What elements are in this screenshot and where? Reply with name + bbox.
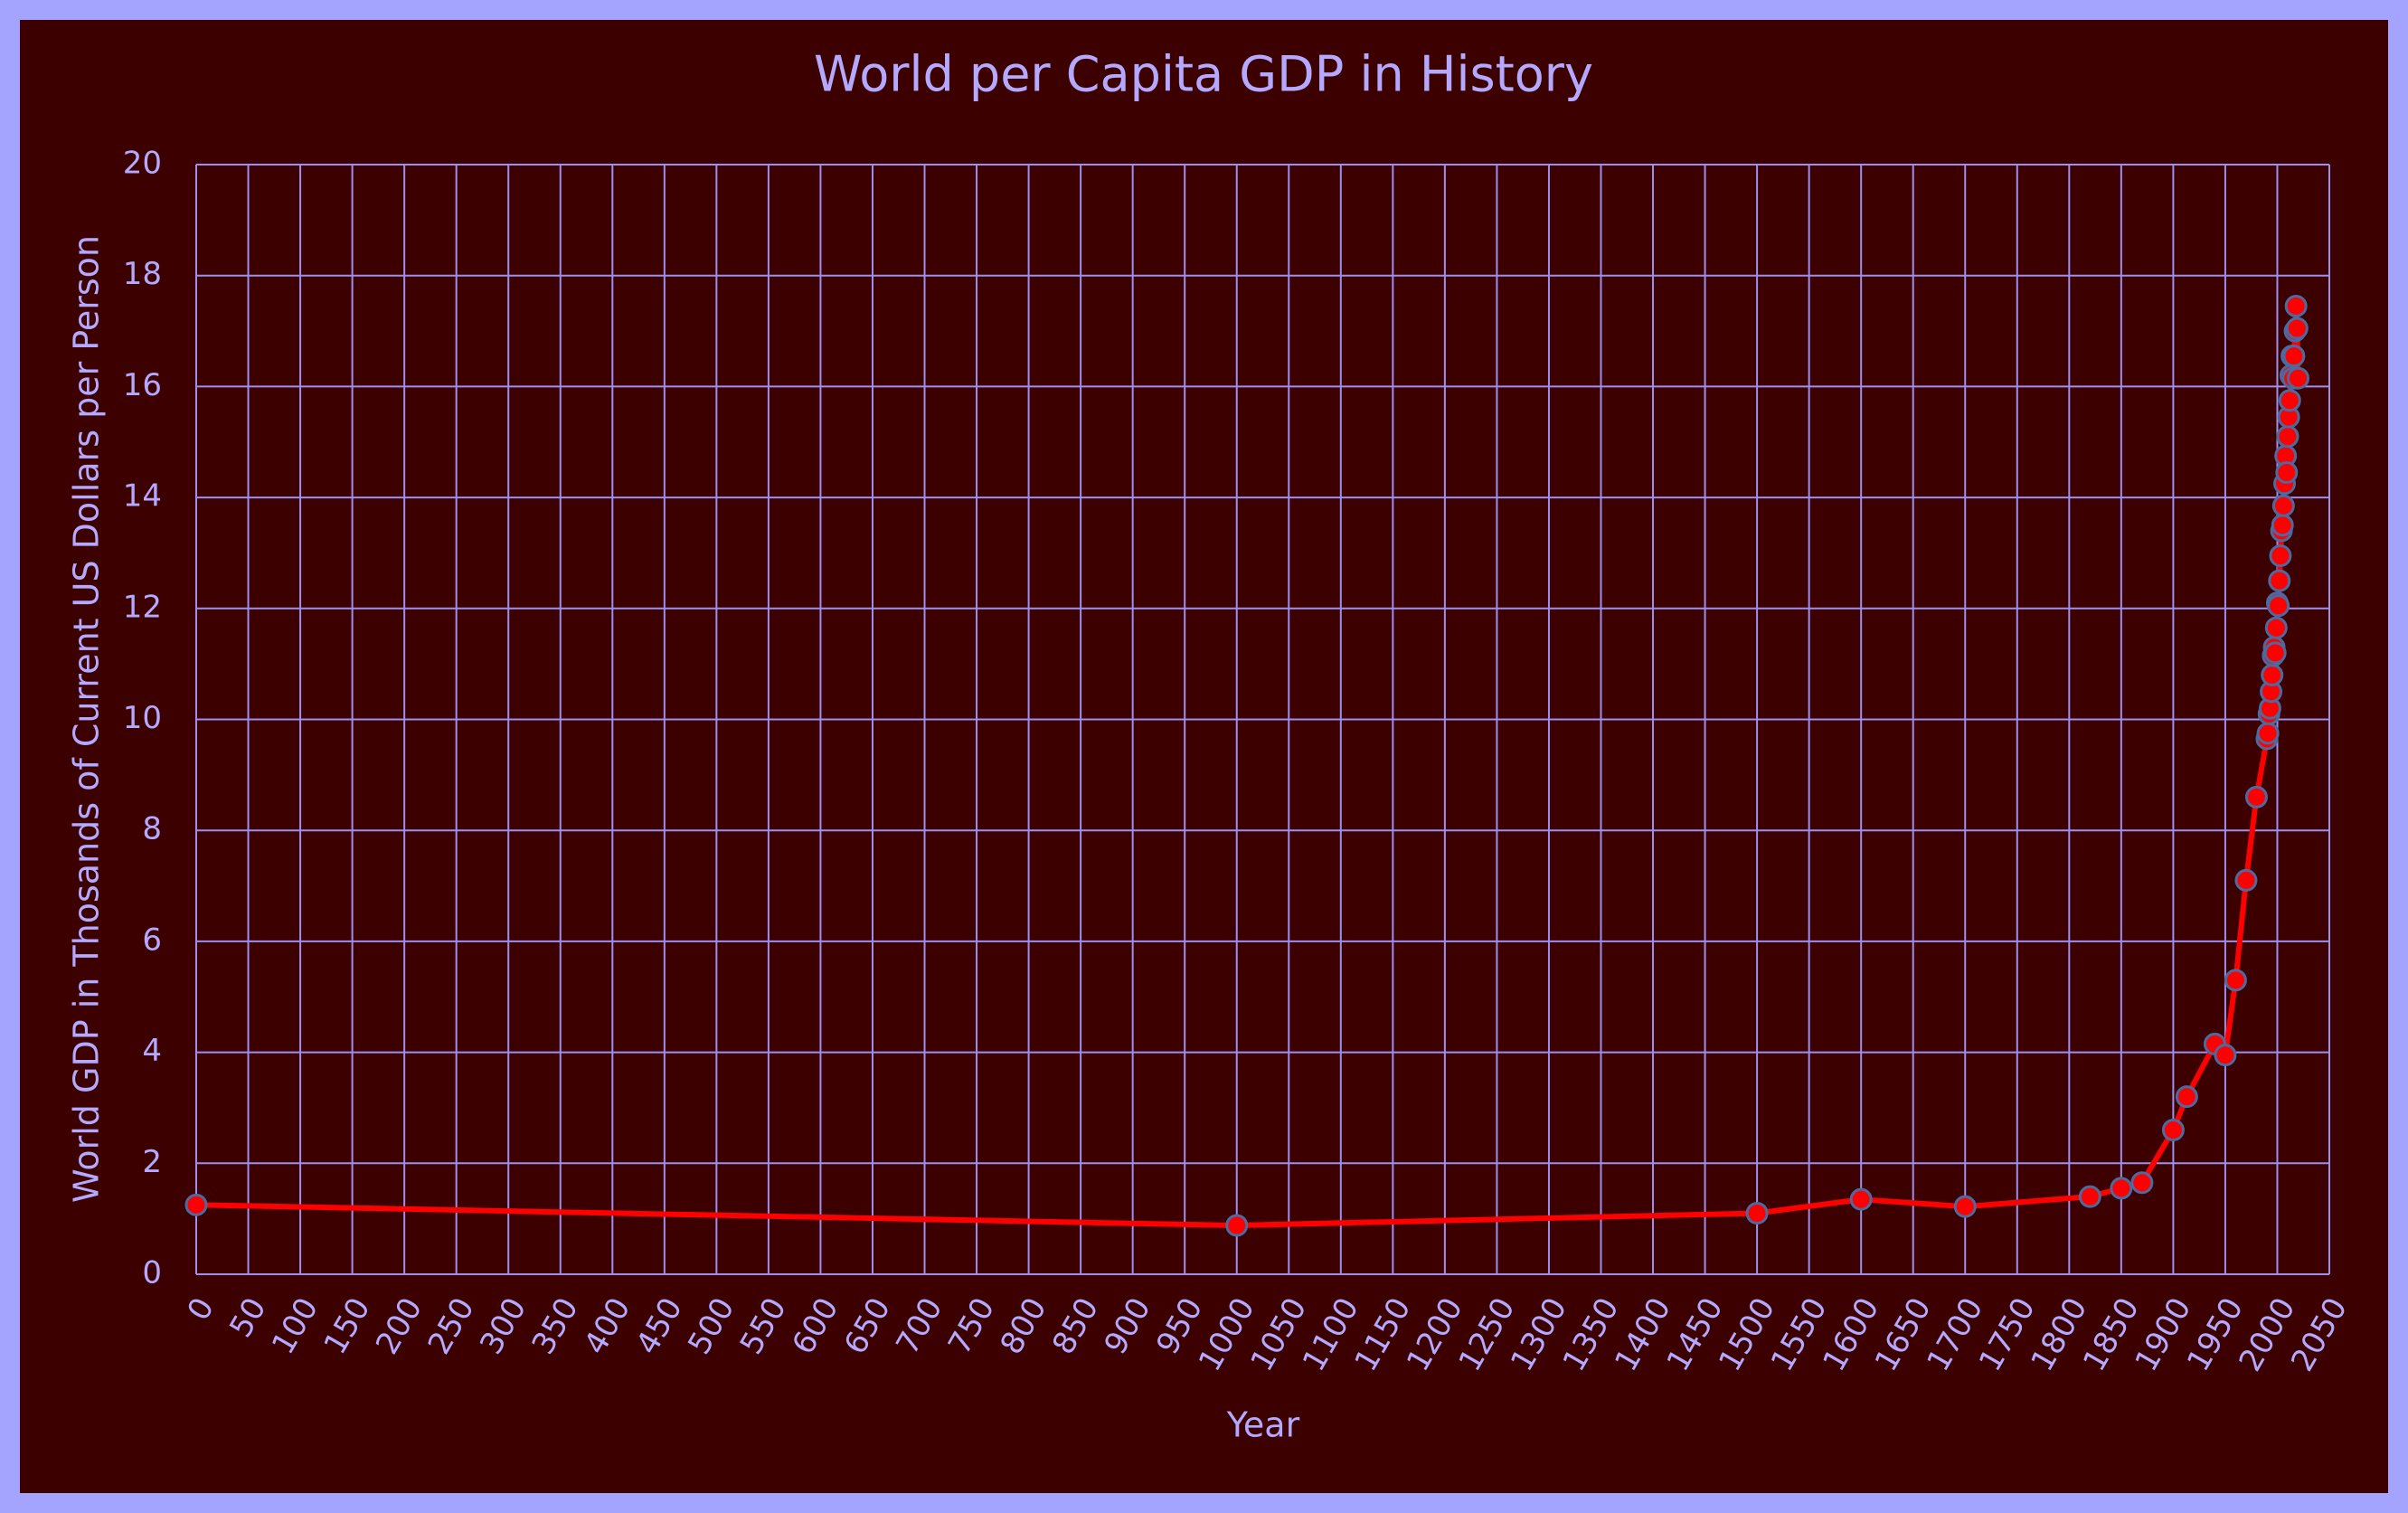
data-point — [2275, 460, 2299, 484]
y-tick-label: 0 — [142, 1255, 162, 1291]
data-point — [2284, 294, 2308, 317]
y-tick-label: 2 — [142, 1144, 162, 1180]
data-point — [184, 1193, 208, 1216]
data-point — [2078, 1185, 2101, 1208]
y-tick-label: 4 — [142, 1033, 162, 1069]
chart-title: World per Capita GDP in History — [814, 46, 1593, 103]
data-point — [2285, 317, 2309, 340]
data-point — [2271, 494, 2295, 517]
data-point — [2256, 722, 2280, 745]
data-point — [2161, 1118, 2185, 1141]
data-point — [2175, 1085, 2198, 1109]
y-tick-label: 8 — [142, 811, 162, 847]
data-point — [1849, 1187, 1873, 1211]
data-point — [2278, 389, 2301, 412]
data-point — [2264, 616, 2288, 639]
y-tick-label: 20 — [123, 146, 162, 182]
y-tick-label: 14 — [123, 478, 162, 515]
chart-background — [20, 20, 2388, 1493]
data-point — [1225, 1214, 1249, 1237]
data-point — [2130, 1171, 2154, 1195]
y-tick-label: 18 — [123, 256, 162, 292]
data-point — [2110, 1177, 2133, 1200]
data-point — [2234, 868, 2258, 892]
x-axis-title: Year — [1226, 1405, 1300, 1445]
data-point — [1745, 1202, 1769, 1225]
data-point — [2267, 594, 2290, 618]
y-tick-label: 6 — [142, 922, 162, 958]
y-axis-title: World GDP in Thosands of Current US Doll… — [67, 235, 107, 1203]
data-point — [2268, 569, 2291, 592]
data-point — [2263, 641, 2287, 665]
data-point — [1953, 1195, 1977, 1218]
y-tick-label: 12 — [123, 589, 162, 625]
y-tick-label: 10 — [123, 700, 162, 736]
data-point — [2286, 366, 2309, 390]
data-point — [2224, 969, 2247, 992]
data-point — [2261, 663, 2284, 686]
y-tick-label: 16 — [123, 367, 162, 403]
data-point — [2244, 785, 2268, 809]
data-point — [2269, 544, 2292, 568]
data-point — [2276, 425, 2299, 449]
data-point — [2282, 345, 2306, 368]
data-point — [2271, 514, 2294, 537]
data-point — [2214, 1044, 2237, 1067]
